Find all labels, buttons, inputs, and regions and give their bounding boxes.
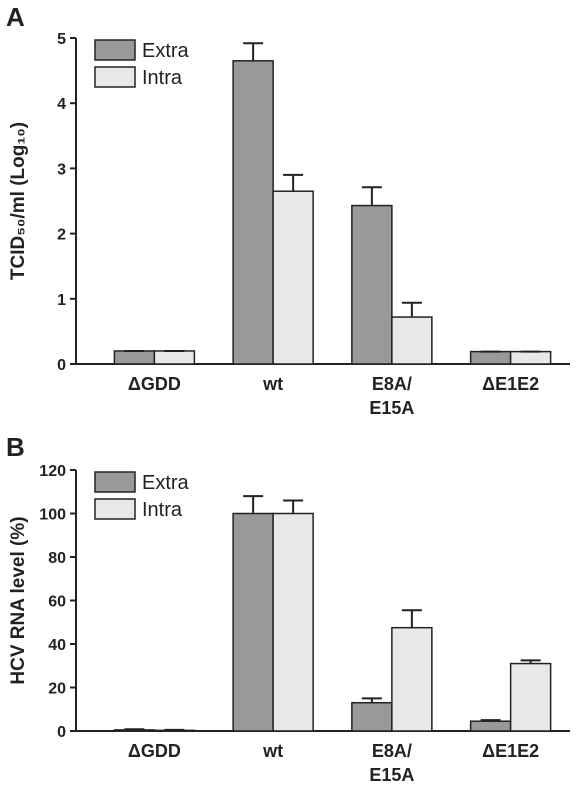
x-tick-label: E8A/E15A bbox=[369, 741, 414, 785]
bar bbox=[114, 351, 154, 364]
bar bbox=[352, 206, 392, 364]
error-bar bbox=[402, 610, 422, 627]
bar bbox=[392, 628, 432, 731]
y-tick-label: 80 bbox=[48, 550, 66, 567]
bar bbox=[273, 191, 313, 364]
y-tick-label: 1 bbox=[57, 292, 66, 309]
y-tick-label: 5 bbox=[57, 31, 66, 48]
legend-swatch bbox=[95, 499, 135, 519]
y-tick-label: 0 bbox=[57, 724, 66, 741]
x-tick-label: E8A/E15A bbox=[369, 374, 414, 418]
bar bbox=[233, 61, 273, 364]
x-tick-label: ΔGDD bbox=[128, 374, 181, 394]
error-bar bbox=[124, 729, 144, 730]
x-tick-label: ΔGDD bbox=[128, 741, 181, 761]
bar bbox=[352, 703, 392, 731]
x-tick-label: ΔE1E2 bbox=[482, 374, 539, 394]
y-tick-label: 0 bbox=[57, 357, 66, 374]
bar bbox=[511, 352, 551, 364]
panel-label: B bbox=[6, 432, 25, 462]
y-axis-label: HCV RNA level (%) bbox=[8, 516, 29, 684]
error-bar bbox=[243, 496, 263, 513]
x-tick-label: ΔE1E2 bbox=[482, 741, 539, 761]
y-tick-label: 4 bbox=[57, 96, 66, 113]
legend-label: Intra bbox=[142, 67, 183, 89]
bar bbox=[471, 721, 511, 731]
bar bbox=[273, 514, 313, 732]
x-tick-label: wt bbox=[262, 374, 283, 394]
error-bar bbox=[283, 175, 303, 191]
panel-label: A bbox=[6, 2, 25, 32]
legend-label: Extra bbox=[142, 472, 190, 494]
bar bbox=[392, 317, 432, 364]
bar bbox=[154, 351, 194, 364]
y-tick-label: 2 bbox=[57, 227, 66, 244]
y-tick-label: 120 bbox=[39, 463, 66, 480]
bar bbox=[511, 664, 551, 731]
error-bar bbox=[243, 43, 263, 61]
legend-label: Intra bbox=[142, 499, 183, 521]
y-tick-label: 100 bbox=[39, 507, 66, 524]
legend-label: Extra bbox=[142, 40, 190, 62]
error-bar bbox=[283, 500, 303, 513]
bar bbox=[471, 352, 511, 364]
y-tick-label: 60 bbox=[48, 594, 66, 611]
error-bar bbox=[362, 187, 382, 205]
bar bbox=[233, 514, 273, 732]
y-tick-label: 20 bbox=[48, 681, 66, 698]
x-tick-label: wt bbox=[262, 741, 283, 761]
y-axis-label: TCID₅₀/ml (Log₁₀) bbox=[8, 122, 29, 280]
error-bar bbox=[481, 720, 501, 721]
y-tick-label: 40 bbox=[48, 637, 66, 654]
y-tick-label: 3 bbox=[57, 161, 66, 178]
legend-swatch bbox=[95, 67, 135, 87]
legend-swatch bbox=[95, 472, 135, 492]
legend-swatch bbox=[95, 40, 135, 60]
error-bar bbox=[402, 303, 422, 317]
